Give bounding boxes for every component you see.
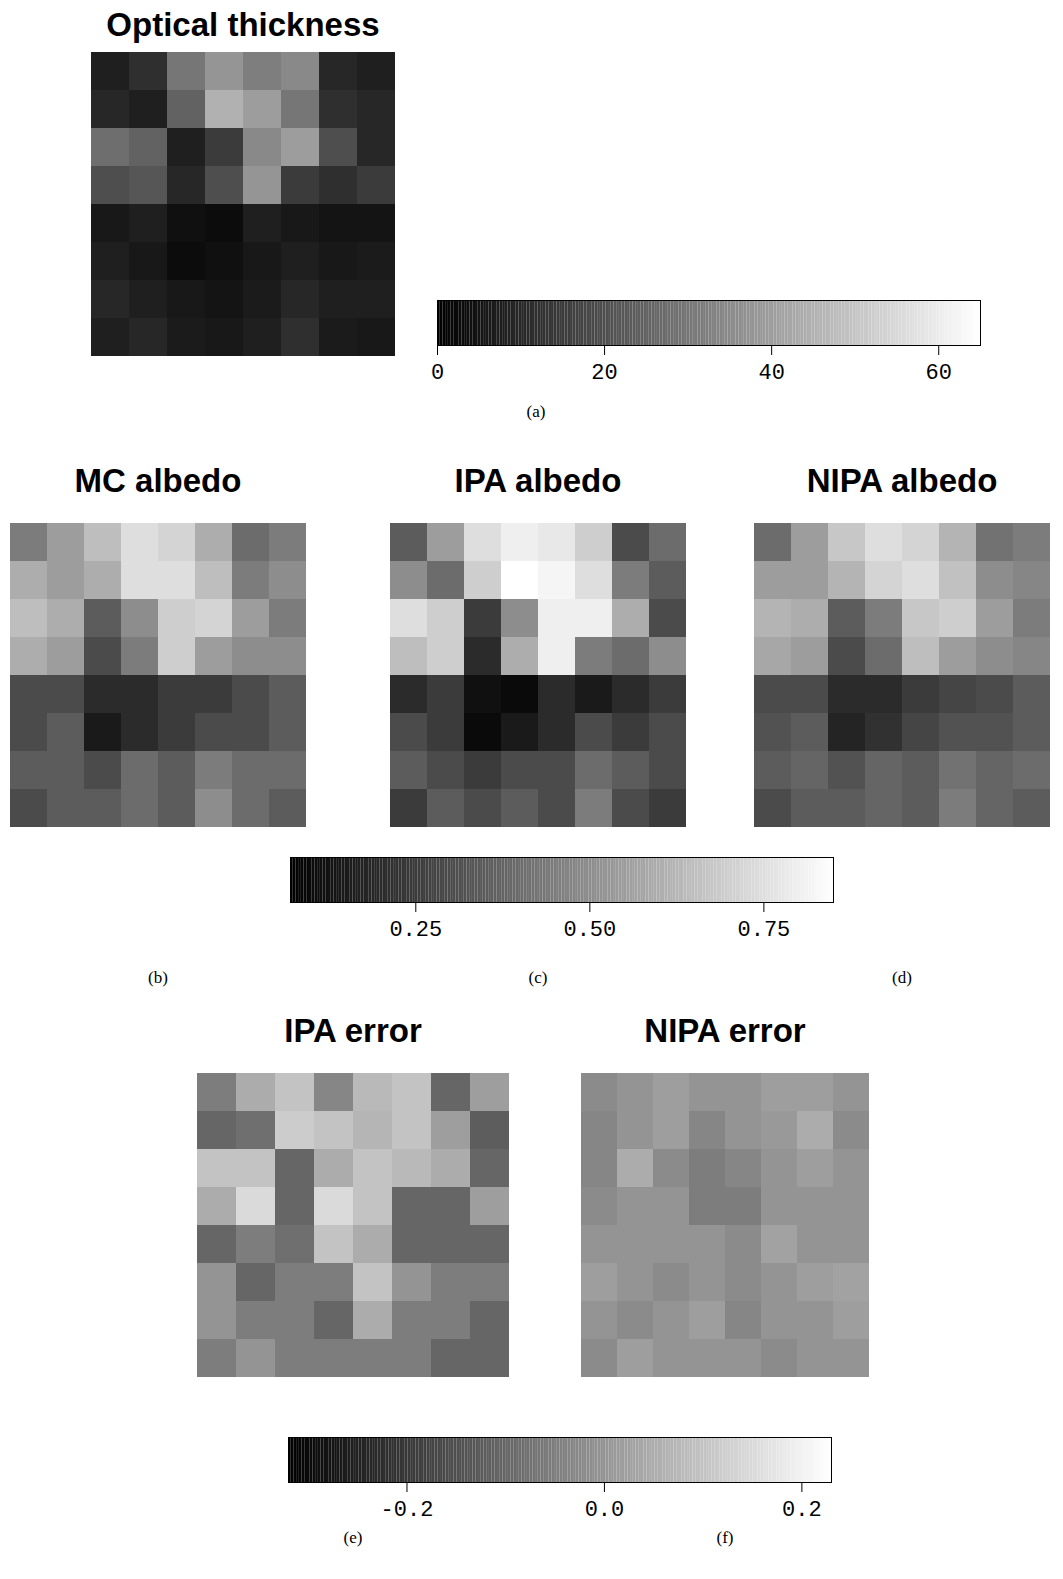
svg-text:-0.2: -0.2 [381, 1498, 434, 1523]
html-text:Optical thickness: Optical thickness [106, 6, 380, 43]
svg-text:0.25: 0.25 [389, 918, 442, 943]
svg-text:0.50: 0.50 [563, 918, 616, 943]
svg-text:0.0: 0.0 [585, 1498, 625, 1523]
html-text:IPA albedo: IPA albedo [454, 462, 622, 499]
html-text:MC albedo: MC albedo [74, 462, 242, 499]
html-text:(a): (a) [526, 402, 546, 421]
html-text:NIPA error: NIPA error [644, 1012, 806, 1049]
html-text:NIPA albedo: NIPA albedo [806, 462, 998, 499]
svg-text:20: 20 [591, 361, 617, 386]
html-text:IPA error: IPA error [284, 1012, 422, 1049]
svg-text:0.75: 0.75 [737, 918, 790, 943]
html-text:(e): (e) [343, 1528, 363, 1547]
svg-text:40: 40 [758, 361, 784, 386]
svg-text:0: 0 [431, 361, 444, 386]
html-text:(d): (d) [892, 968, 912, 987]
svg-text:60: 60 [926, 361, 952, 386]
html-text:(f): (f) [716, 1528, 734, 1547]
html-text:(b): (b) [148, 968, 168, 987]
svg-text:0.2: 0.2 [782, 1498, 822, 1523]
html-text:(c): (c) [528, 968, 548, 987]
